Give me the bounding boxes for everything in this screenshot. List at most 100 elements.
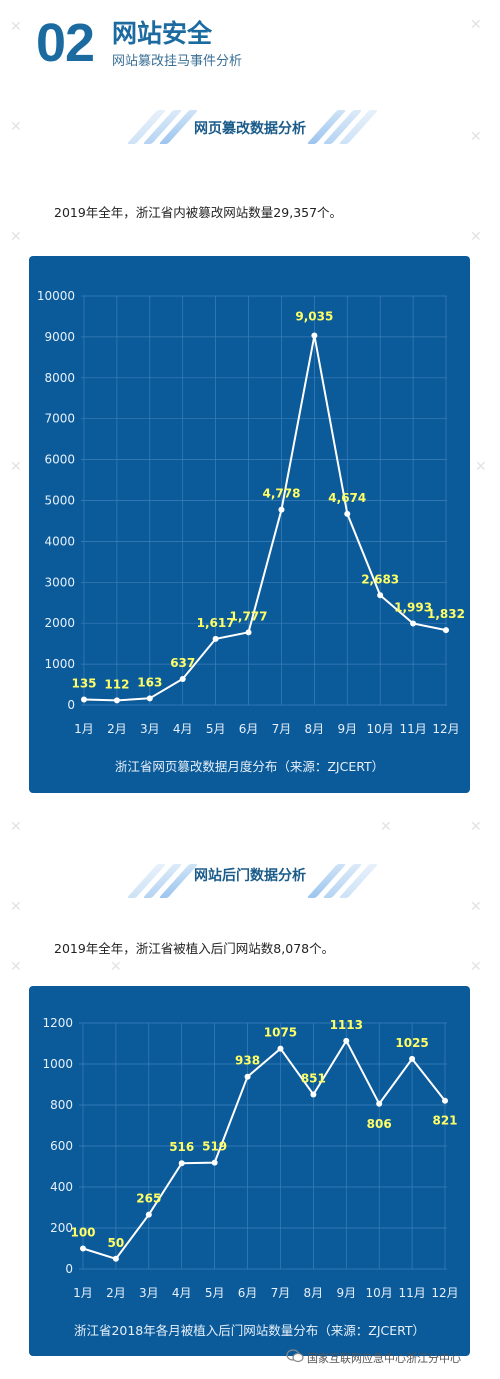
- data-label: 1,832: [427, 607, 465, 621]
- decorative-cross: ✕: [10, 899, 22, 915]
- data-label: 1113: [330, 1018, 363, 1032]
- x-tick-label: 4月: [173, 722, 193, 736]
- data-label: 50: [108, 1236, 125, 1250]
- backdoor-chart-caption: 浙江省2018年各月被植入后门网站数量分布（来源：ZJCERT）: [73, 1323, 426, 1338]
- x-tick-label: 1月: [74, 722, 94, 736]
- section-title: 网站安全: [112, 19, 213, 48]
- y-tick-label: 0: [65, 1262, 73, 1276]
- data-label: 637: [170, 656, 195, 670]
- decorative-cross: ✕: [380, 819, 392, 835]
- y-tick-label: 1000: [44, 657, 75, 671]
- x-tick-label: 6月: [238, 1286, 258, 1300]
- data-point: [146, 695, 153, 702]
- decorative-cross: ✕: [470, 899, 482, 915]
- data-label: 821: [432, 1114, 457, 1128]
- decorative-cross: ✕: [110, 959, 122, 975]
- y-tick-label: 0: [67, 698, 75, 712]
- data-label: 9,035: [295, 309, 333, 323]
- data-point: [211, 1159, 218, 1166]
- data-label: 1075: [264, 1026, 297, 1040]
- data-point: [179, 675, 186, 682]
- data-point: [377, 592, 384, 599]
- data-point: [245, 629, 252, 636]
- decorative-cross: ✕: [10, 819, 22, 835]
- decorative-cross: ✕: [470, 819, 482, 835]
- data-label: 851: [301, 1072, 326, 1086]
- y-tick-label: 400: [50, 1180, 73, 1194]
- data-point: [409, 1055, 416, 1062]
- data-label: 112: [104, 677, 129, 691]
- y-tick-label: 6000: [44, 453, 75, 467]
- data-label: 163: [137, 675, 162, 689]
- y-tick-label: 2000: [44, 616, 75, 630]
- wechat-icon: [286, 1349, 304, 1363]
- section-number: 02: [36, 13, 95, 73]
- decorative-cross: ✕: [470, 129, 482, 145]
- data-label: 100: [70, 1226, 95, 1240]
- x-tick-label: 5月: [206, 722, 226, 736]
- data-label: 1,777: [230, 609, 268, 623]
- y-tick-label: 1000: [42, 1057, 73, 1071]
- data-point: [81, 696, 87, 703]
- series-line: [82, 1038, 446, 1260]
- data-point: [278, 506, 285, 513]
- tampering-chart-caption: 浙江省网页篡改数据月度分布（来源：ZJCERT）: [114, 759, 385, 774]
- backdoor-line-chart: 0 200 400 600 800 1000 1200 1月 2月 3月 4月 5月 6月 7月 8月 9月 1…: [42, 1016, 458, 1300]
- data-point: [310, 1091, 317, 1098]
- decorative-cross: ✕: [10, 19, 22, 35]
- decorative-cross: ✕: [470, 229, 482, 245]
- y-tick-label: 9000: [44, 330, 75, 344]
- data-label: 2,683: [361, 572, 399, 586]
- data-point: [311, 332, 318, 339]
- x-tick-label: 9月: [337, 722, 357, 736]
- data-point: [410, 620, 417, 627]
- section-subtitle: 网站篡改挂马事件分析: [112, 54, 243, 69]
- data-label: 1,993: [394, 600, 432, 614]
- x-tick-label: 9月: [336, 1286, 356, 1300]
- data-label: 135: [71, 676, 96, 690]
- x-tick-label: 12月: [432, 722, 459, 736]
- y-tick-label: 7000: [44, 412, 75, 426]
- x-tick-label: 10月: [367, 722, 394, 736]
- x-tick-label: 8月: [304, 1286, 324, 1300]
- data-point: [344, 510, 351, 517]
- y-tick-label: 10000: [37, 289, 75, 303]
- x-tick-label: 12月: [431, 1286, 458, 1300]
- decorative-cross: ✕: [10, 959, 22, 975]
- x-tick-label: 8月: [305, 722, 325, 736]
- y-tick-label: 4000: [44, 534, 75, 548]
- tampering-chart-panel: 0 1000 2000 3000 4000 5000 6000 7000 8000 9000 100…: [29, 256, 470, 793]
- data-point: [442, 1097, 448, 1104]
- decorative-cross: ✕: [470, 959, 482, 975]
- x-tick-label: 7月: [271, 1286, 291, 1300]
- series-line: [83, 335, 447, 702]
- decorative-cross: ✕: [10, 119, 22, 135]
- x-tick-label: 10月: [366, 1286, 393, 1300]
- x-tick-label: 4月: [172, 1286, 192, 1300]
- y-tick-label: 3000: [44, 575, 75, 589]
- data-label: 1,617: [197, 616, 235, 630]
- data-label: 1025: [395, 1036, 428, 1050]
- decorative-stripes-right: [306, 110, 384, 144]
- decorative-cross: ✕: [10, 459, 22, 475]
- footer-source: 国家互联网应急中心浙江分中心: [307, 1352, 461, 1365]
- y-tick-label: 200: [50, 1221, 73, 1235]
- y-tick-label: 1200: [42, 1016, 73, 1030]
- data-label: 4,674: [328, 491, 366, 505]
- data-point: [443, 627, 449, 634]
- x-tick-label: 5月: [205, 1286, 225, 1300]
- x-tick-label: 3月: [139, 1286, 159, 1300]
- data-point: [145, 1211, 152, 1218]
- x-tick-label: 11月: [398, 1286, 425, 1300]
- tampering-summary: 2019年全年，浙江省内被篡改网站数量29,357个。: [54, 205, 343, 220]
- x-tick-label: 2月: [107, 722, 127, 736]
- data-point: [244, 1073, 251, 1080]
- data-point: [178, 1160, 185, 1167]
- tampering-line-chart: 0 1000 2000 3000 4000 5000 6000 7000 8000 9000 100…: [37, 289, 465, 736]
- subsection-heading-backdoor: 网站后门数据分析: [194, 868, 306, 884]
- data-point: [112, 1255, 119, 1262]
- y-tick-label: 600: [50, 1139, 73, 1153]
- data-label: 4,778: [262, 487, 300, 501]
- decorative-cross: ✕: [10, 229, 22, 245]
- data-label: 519: [202, 1140, 227, 1154]
